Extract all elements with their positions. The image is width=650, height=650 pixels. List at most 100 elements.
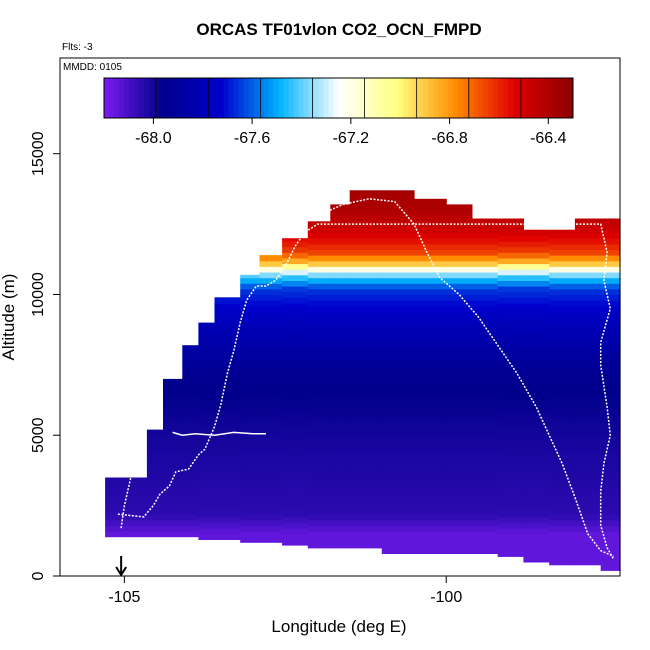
heatmap-cell xyxy=(214,454,241,462)
heatmap-cell xyxy=(259,277,283,284)
heatmap-cell xyxy=(349,288,383,295)
heatmap-cell xyxy=(307,238,331,245)
heatmap-cell xyxy=(472,378,499,386)
heatmap-cell xyxy=(182,362,199,369)
heatmap-cell xyxy=(446,485,473,493)
heatmap-cell xyxy=(240,418,261,425)
heatmap-cell xyxy=(446,502,473,509)
heatmap-cell xyxy=(282,404,309,411)
heatmap-cell xyxy=(600,474,621,481)
heatmap-cell xyxy=(381,305,415,312)
heatmap-cell xyxy=(574,277,602,284)
heatmap-cell xyxy=(600,345,621,352)
heatmap-cell xyxy=(381,272,415,279)
heatmap-cell xyxy=(600,446,621,453)
x-tick-label: -100 xyxy=(430,589,462,606)
heatmap-cell xyxy=(307,508,331,515)
heatmap-cell xyxy=(574,519,602,526)
heatmap-cell xyxy=(349,435,383,442)
heatmap-cell xyxy=(381,378,415,386)
heatmap-cell xyxy=(472,508,499,515)
heatmap-cell xyxy=(163,463,183,470)
heatmap-cell xyxy=(497,533,524,540)
heatmap-cell xyxy=(214,409,241,417)
heatmap-cell xyxy=(330,356,351,363)
heatmap-cell xyxy=(523,325,550,332)
heatmap-cell xyxy=(549,311,576,318)
heatmap-cell xyxy=(574,255,602,262)
heatmap-cell xyxy=(214,460,241,467)
heatmap-cell xyxy=(600,531,621,538)
heatmap-cell xyxy=(549,260,576,267)
heatmap-cell xyxy=(549,553,576,560)
heatmap-cell xyxy=(282,533,309,540)
heatmap-cell xyxy=(330,226,351,234)
heatmap-cell xyxy=(307,502,331,509)
heatmap-cell xyxy=(523,387,550,394)
heatmap-cell xyxy=(414,457,447,464)
heatmap-cell xyxy=(574,491,602,498)
heatmap-cell xyxy=(282,269,309,276)
heatmap-cell xyxy=(240,384,261,391)
colorbar-swatch xyxy=(178,78,185,118)
heatmap-cell xyxy=(549,373,576,380)
heatmap-cell xyxy=(240,457,261,464)
heatmap-cell xyxy=(182,378,199,386)
heatmap-cell xyxy=(523,545,550,552)
heatmap-cell xyxy=(282,505,309,512)
heatmap-cell xyxy=(600,218,621,222)
heatmap-cell xyxy=(497,269,524,276)
heatmap-cell xyxy=(349,514,383,521)
heatmap-cell xyxy=(240,480,261,487)
heatmap-cell xyxy=(523,252,550,259)
heatmap-cell xyxy=(198,322,216,326)
heatmap-cell xyxy=(349,266,383,273)
heatmap-cell xyxy=(307,435,331,442)
heatmap-cell xyxy=(381,474,415,481)
heatmap-cell xyxy=(240,446,261,453)
heatmap-cell xyxy=(472,547,499,554)
heatmap-cell xyxy=(574,474,602,481)
heatmap-cell xyxy=(182,525,199,532)
heatmap-cell xyxy=(282,291,309,298)
heatmap-cell xyxy=(282,483,309,490)
heatmap-cell xyxy=(349,339,383,346)
heatmap-cell xyxy=(105,525,148,532)
colorbar-swatch xyxy=(158,78,165,118)
heatmap-cell xyxy=(472,407,499,414)
heatmap-cell xyxy=(600,553,621,560)
heatmap-cell xyxy=(182,491,199,498)
heatmap-cell xyxy=(349,395,383,402)
colorbar-swatch xyxy=(448,78,454,118)
heatmap-cell xyxy=(214,477,241,484)
heatmap-cell xyxy=(446,266,473,273)
heatmap-cell xyxy=(214,325,241,332)
heatmap-cell xyxy=(259,525,283,532)
colorbar-swatch xyxy=(423,78,429,118)
heatmap-cell xyxy=(282,280,309,287)
heatmap-cell xyxy=(330,474,351,481)
heatmap-cell xyxy=(240,367,261,374)
heatmap-cell xyxy=(574,418,602,425)
colorbar-swatch xyxy=(363,78,369,118)
heatmap-cell xyxy=(182,452,199,459)
heatmap-cell xyxy=(523,398,550,405)
heatmap-cell xyxy=(574,480,602,487)
heatmap-cell xyxy=(146,452,164,459)
heatmap-cell xyxy=(307,452,331,459)
heatmap-cell xyxy=(307,542,331,549)
heatmap-cell xyxy=(259,440,283,448)
colorbar-swatch xyxy=(558,78,564,118)
heatmap-cell xyxy=(549,401,576,408)
heatmap-cell xyxy=(446,243,473,250)
heatmap-cell xyxy=(198,471,216,478)
heatmap-cell xyxy=(523,302,550,310)
heatmap-cell xyxy=(472,463,499,470)
heatmap-cell xyxy=(198,398,216,405)
colorbar-swatch xyxy=(218,78,225,118)
heatmap-cell xyxy=(198,528,216,535)
heatmap-cell xyxy=(349,283,383,290)
heatmap-cell xyxy=(163,514,183,521)
heatmap-cell xyxy=(259,266,283,273)
flight-track-line xyxy=(117,223,615,560)
